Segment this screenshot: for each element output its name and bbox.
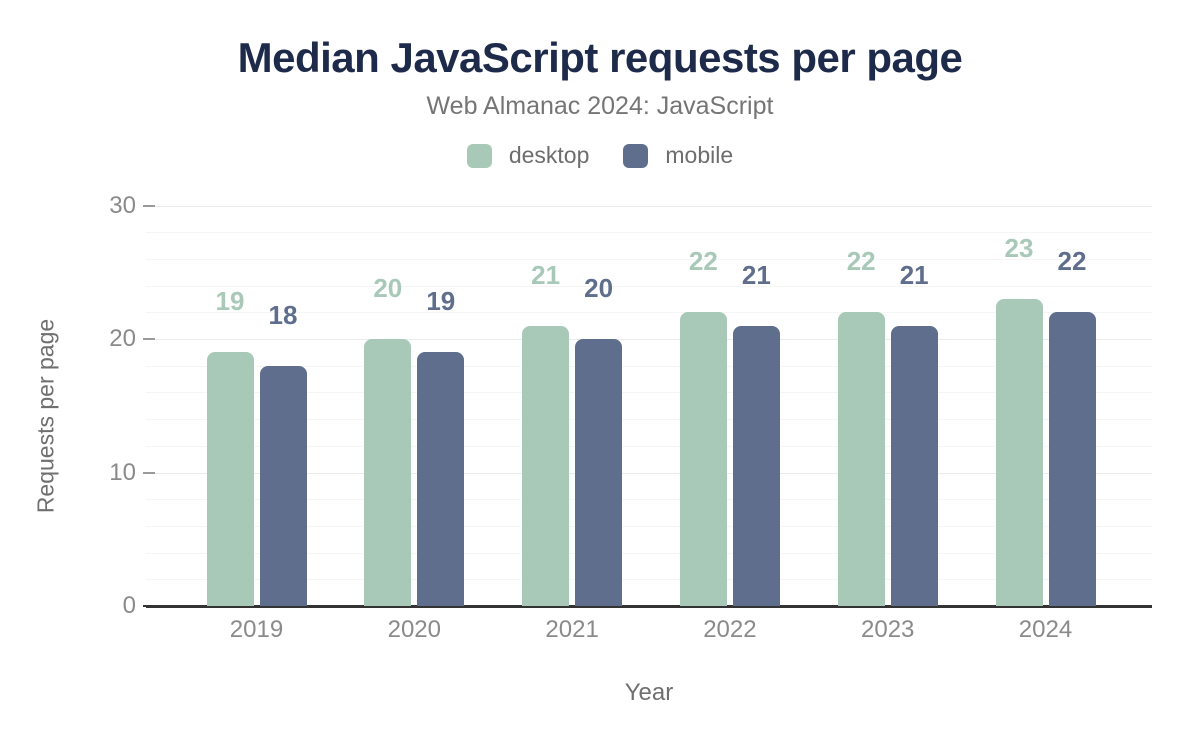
bar-mobile-2022[interactable]	[732, 325, 780, 606]
y-tick-label: 30	[109, 191, 136, 219]
minor-gridline	[146, 445, 1152, 447]
x-tick-label: 2023	[860, 616, 915, 643]
bar-label-desktop-2019: 19	[215, 286, 245, 317]
x-axis-title: Year	[624, 679, 674, 706]
bar-label-desktop-2020: 20	[373, 273, 403, 303]
bar-mobile-2024[interactable]	[1048, 312, 1096, 606]
bar-label-desktop-2021: 21	[531, 259, 561, 290]
x-tick-label: 2020	[387, 616, 441, 643]
x-tick-label: 2021	[545, 616, 599, 643]
chart-subtitle: Web Almanac 2024: JavaScript	[426, 92, 774, 120]
bar-label-mobile-2023: 21	[899, 259, 929, 290]
bar-label-desktop-2024: 23	[1004, 232, 1034, 263]
bar-desktop-2022[interactable]	[679, 312, 727, 606]
major-gridline	[146, 205, 1152, 207]
y-axis-title: Requests per page	[32, 318, 59, 514]
y-tick-label: 10	[109, 458, 136, 486]
minor-gridline	[146, 285, 1152, 287]
x-tick-label: 2024	[1018, 616, 1073, 643]
minor-gridline	[146, 232, 1152, 234]
bar-label-mobile-2019: 18	[268, 299, 298, 330]
y-tick-label: 0	[122, 592, 136, 619]
y-tick-mark	[143, 204, 155, 207]
bar-label-desktop-2022: 22	[688, 246, 718, 277]
bar-mobile-2020[interactable]	[417, 352, 465, 606]
bar-mobile-2021[interactable]	[575, 339, 623, 606]
legend-item-mobile[interactable]: mobile	[623, 142, 733, 169]
major-gridline	[146, 472, 1152, 474]
minor-gridline	[146, 365, 1152, 367]
bar-desktop-2024[interactable]	[995, 298, 1043, 606]
bar-label-mobile-2020: 19	[426, 286, 456, 317]
legend: desktop mobile	[0, 142, 1200, 169]
legend-label-mobile: mobile	[665, 142, 734, 168]
x-tick-label: 2022	[703, 616, 757, 643]
minor-gridline	[146, 312, 1152, 314]
minor-gridline	[146, 552, 1152, 554]
legend-label-desktop: desktop	[508, 142, 590, 168]
bar-desktop-2023[interactable]	[837, 312, 885, 606]
bar-label-mobile-2022: 21	[741, 259, 771, 290]
x-axis-line	[146, 605, 1152, 608]
y-tick-mark	[143, 338, 155, 340]
minor-gridline	[146, 525, 1152, 527]
y-tick-mark	[143, 471, 155, 474]
chart-title: Median JavaScript requests per page	[237, 34, 963, 81]
minor-gridline	[146, 499, 1152, 501]
minor-gridline	[146, 258, 1152, 260]
legend-item-desktop[interactable]: desktop	[466, 142, 590, 169]
bar-desktop-2020[interactable]	[364, 339, 412, 606]
bar-label-mobile-2024: 22	[1057, 246, 1087, 277]
bar-mobile-2019[interactable]	[259, 365, 307, 606]
bar-desktop-2019[interactable]	[206, 352, 254, 606]
y-tick-label: 20	[109, 325, 136, 352]
bar-desktop-2021[interactable]	[522, 325, 570, 606]
major-gridline	[146, 339, 1152, 340]
bar-mobile-2023[interactable]	[890, 325, 938, 606]
bar-label-desktop-2023: 22	[846, 246, 876, 277]
mobile-swatch-icon	[623, 143, 649, 168]
x-tick-label: 2019	[229, 616, 284, 643]
minor-gridline	[146, 579, 1152, 581]
bar-label-mobile-2021: 20	[584, 273, 614, 303]
desktop-swatch-icon	[466, 143, 492, 168]
minor-gridline	[146, 392, 1152, 394]
minor-gridline	[146, 419, 1152, 421]
